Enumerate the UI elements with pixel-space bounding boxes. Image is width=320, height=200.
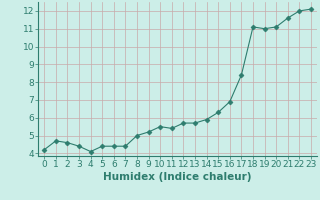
X-axis label: Humidex (Indice chaleur): Humidex (Indice chaleur) — [103, 172, 252, 182]
